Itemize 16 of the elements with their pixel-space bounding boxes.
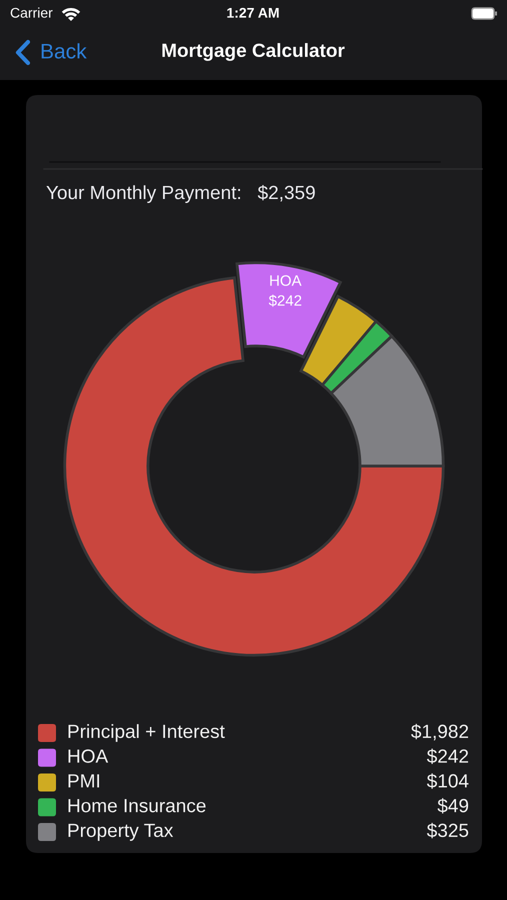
legend-label: PMI xyxy=(68,774,100,788)
text: HOA $242 xyxy=(268,275,302,307)
data-label: $325 xyxy=(426,822,468,838)
legend-label: HOA xyxy=(68,749,108,763)
text: Back xyxy=(42,43,87,59)
chart-subtitle: Your Monthly Payment: $2,359 xyxy=(46,184,315,204)
text: 1:27 AM xyxy=(227,8,279,18)
legend-label: Principal + Interest xyxy=(68,724,225,742)
legend-label: Property Tax xyxy=(68,824,174,841)
chart-title: Mortgage Calculator xyxy=(162,43,345,61)
data-label: $242 xyxy=(426,748,468,764)
data-label: $49 xyxy=(438,798,468,814)
legend-label: Home Insurance xyxy=(68,799,206,812)
data-label: $104 xyxy=(426,773,468,789)
data-label: $1,982 xyxy=(411,724,468,740)
text: Carrier xyxy=(10,7,53,18)
